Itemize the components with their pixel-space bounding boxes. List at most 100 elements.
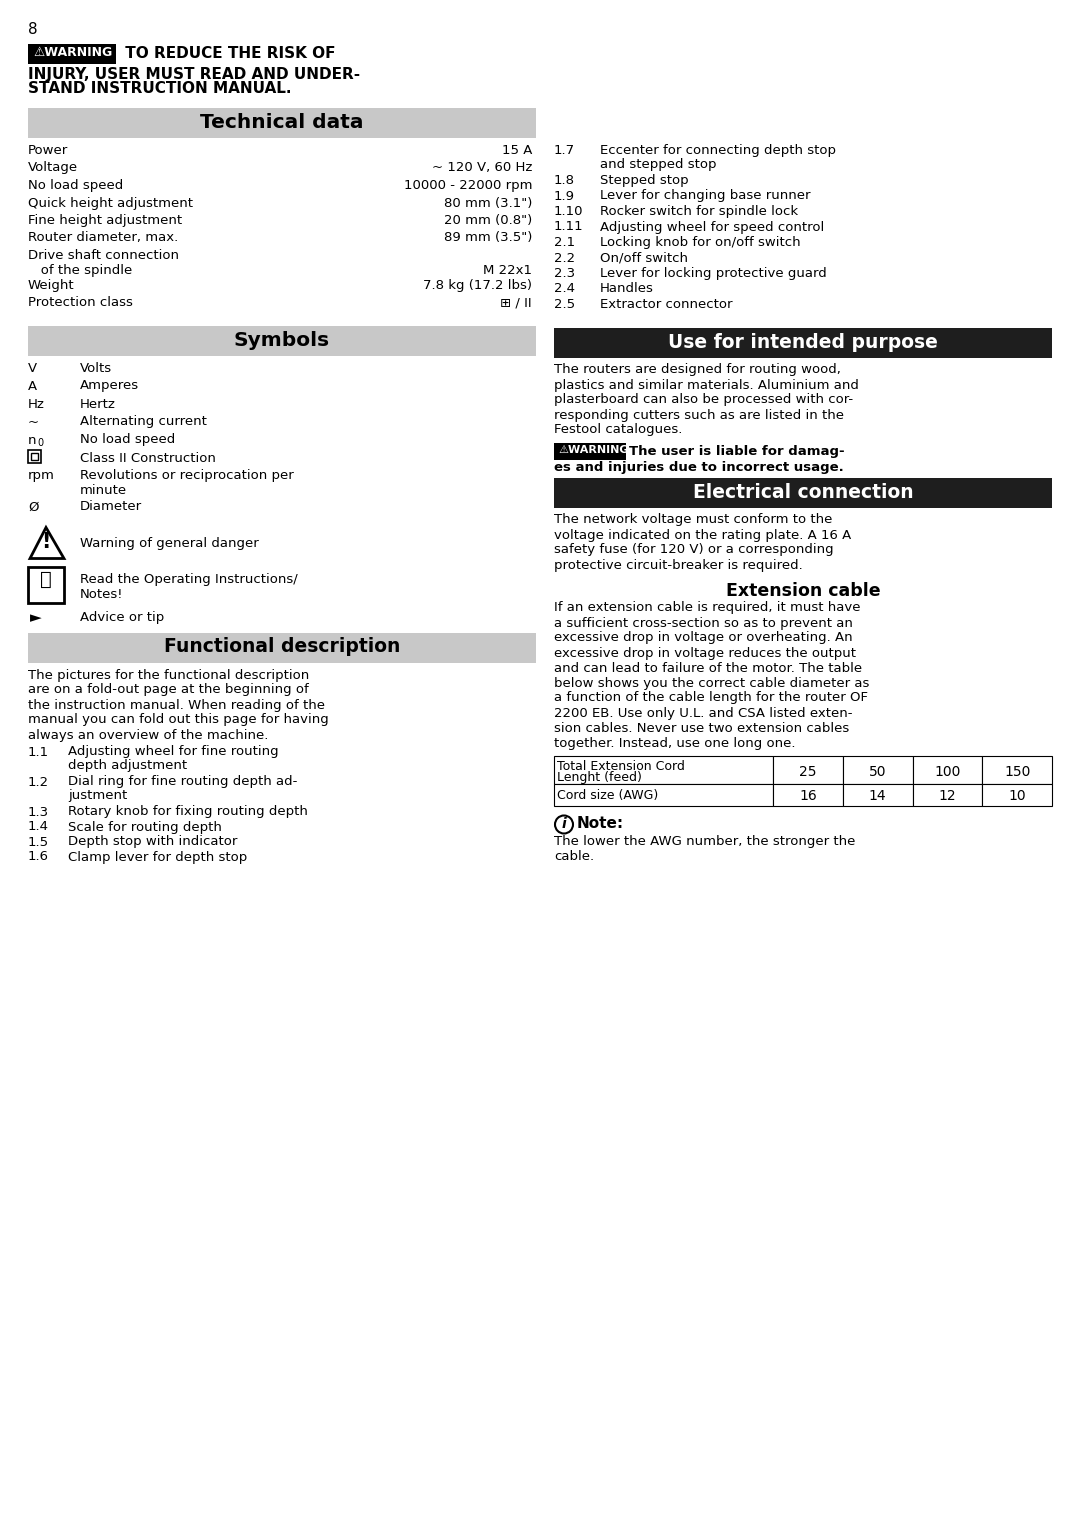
Text: 89 mm (3.5"): 89 mm (3.5") xyxy=(444,232,532,244)
Text: Drive shaft connection: Drive shaft connection xyxy=(28,249,179,261)
Text: excessive drop in voltage or overheating. An: excessive drop in voltage or overheating… xyxy=(554,631,852,645)
Text: Weight: Weight xyxy=(28,278,75,292)
Text: 1.4: 1.4 xyxy=(28,821,49,833)
FancyBboxPatch shape xyxy=(842,784,913,805)
Text: Voltage: Voltage xyxy=(28,162,78,174)
Text: Quick height adjustment: Quick height adjustment xyxy=(28,197,193,209)
Text: 2.1: 2.1 xyxy=(554,235,576,249)
Text: below shows you the correct cable diameter as: below shows you the correct cable diamet… xyxy=(554,677,869,689)
FancyBboxPatch shape xyxy=(913,784,983,805)
Text: always an overview of the machine.: always an overview of the machine. xyxy=(28,729,268,741)
Text: Protection class: Protection class xyxy=(28,296,133,309)
Text: ⊞ / II: ⊞ / II xyxy=(500,296,532,309)
FancyBboxPatch shape xyxy=(28,325,536,356)
Text: Adjusting wheel for speed control: Adjusting wheel for speed control xyxy=(600,220,824,234)
FancyBboxPatch shape xyxy=(913,755,983,784)
FancyBboxPatch shape xyxy=(28,449,41,463)
Text: Lever for locking protective guard: Lever for locking protective guard xyxy=(600,267,827,280)
Text: of the spindle: of the spindle xyxy=(28,264,132,277)
Text: V: V xyxy=(28,362,37,374)
Text: 0: 0 xyxy=(37,439,43,449)
Text: 1.1: 1.1 xyxy=(28,746,49,758)
Text: 12: 12 xyxy=(939,790,956,804)
Text: Lever for changing base runner: Lever for changing base runner xyxy=(600,189,810,203)
Text: 2.5: 2.5 xyxy=(554,298,576,312)
Text: es and injuries due to incorrect usage.: es and injuries due to incorrect usage. xyxy=(554,460,843,474)
Text: INJURY, USER MUST READ AND UNDER-: INJURY, USER MUST READ AND UNDER- xyxy=(28,67,360,83)
Text: ►: ► xyxy=(30,611,42,625)
Text: a sufficient cross-section so as to prevent an: a sufficient cross-section so as to prev… xyxy=(554,616,853,630)
Text: justment: justment xyxy=(68,790,127,802)
Text: Lenght (feed): Lenght (feed) xyxy=(557,772,642,784)
Text: Hz: Hz xyxy=(28,397,45,411)
Text: Diameter: Diameter xyxy=(80,501,143,513)
Text: Ø: Ø xyxy=(28,501,39,513)
Text: A: A xyxy=(28,379,37,393)
Text: are on a fold-out page at the beginning of: are on a fold-out page at the beginning … xyxy=(28,683,309,697)
Text: Symbols: Symbols xyxy=(234,330,330,350)
Text: 📖: 📖 xyxy=(40,570,52,588)
FancyBboxPatch shape xyxy=(983,784,1052,805)
Text: Volts: Volts xyxy=(80,362,112,374)
Text: Fine height adjustment: Fine height adjustment xyxy=(28,214,183,228)
Text: ~: ~ xyxy=(28,416,39,428)
Text: Adjusting wheel for fine routing: Adjusting wheel for fine routing xyxy=(68,746,279,758)
Text: The routers are designed for routing wood,: The routers are designed for routing woo… xyxy=(554,364,841,376)
FancyBboxPatch shape xyxy=(554,477,1052,507)
Text: rpm: rpm xyxy=(28,469,55,483)
FancyBboxPatch shape xyxy=(983,755,1052,784)
Text: The user is liable for damag-: The user is liable for damag- xyxy=(629,445,845,457)
Text: Cord size (AWG): Cord size (AWG) xyxy=(557,788,658,802)
Text: Amperes: Amperes xyxy=(80,379,139,393)
Text: 80 mm (3.1"): 80 mm (3.1") xyxy=(444,197,532,209)
Text: sion cables. Never use two extension cables: sion cables. Never use two extension cab… xyxy=(554,721,849,735)
Text: i: i xyxy=(562,816,566,831)
Text: plastics and similar materials. Aluminium and: plastics and similar materials. Aluminiu… xyxy=(554,379,859,391)
Text: No load speed: No load speed xyxy=(80,434,175,446)
Text: plasterboard can also be processed with cor-: plasterboard can also be processed with … xyxy=(554,394,853,406)
Text: 2.4: 2.4 xyxy=(554,283,575,295)
Text: The lower the AWG number, the stronger the: The lower the AWG number, the stronger t… xyxy=(554,836,855,848)
Text: 2.2: 2.2 xyxy=(554,252,576,264)
Text: Rotary knob for fixing routing depth: Rotary knob for fixing routing depth xyxy=(68,805,308,819)
Text: 1.8: 1.8 xyxy=(554,174,575,186)
Text: Stepped stop: Stepped stop xyxy=(600,174,689,186)
Text: If an extension cable is required, it must have: If an extension cable is required, it mu… xyxy=(554,602,861,614)
Text: 8: 8 xyxy=(28,21,38,37)
Text: Read the Operating Instructions/: Read the Operating Instructions/ xyxy=(80,573,298,585)
Text: 1.10: 1.10 xyxy=(554,205,583,219)
Text: 1.3: 1.3 xyxy=(28,805,49,819)
Text: Extension cable: Extension cable xyxy=(726,582,880,599)
Text: together. Instead, use one long one.: together. Instead, use one long one. xyxy=(554,736,796,750)
Text: On/off switch: On/off switch xyxy=(600,252,688,264)
Text: 10000 - 22000 rpm: 10000 - 22000 rpm xyxy=(404,179,532,193)
Text: The network voltage must conform to the: The network voltage must conform to the xyxy=(554,513,833,527)
FancyBboxPatch shape xyxy=(554,755,773,784)
Text: TO REDUCE THE RISK OF: TO REDUCE THE RISK OF xyxy=(120,46,336,61)
Text: No load speed: No load speed xyxy=(28,179,123,193)
FancyBboxPatch shape xyxy=(554,443,626,460)
Text: voltage indicated on the rating plate. A 16 A: voltage indicated on the rating plate. A… xyxy=(554,529,851,541)
Text: 10: 10 xyxy=(1009,790,1026,804)
Text: n: n xyxy=(28,434,37,446)
Text: Hertz: Hertz xyxy=(80,397,116,411)
FancyBboxPatch shape xyxy=(28,108,536,138)
FancyBboxPatch shape xyxy=(773,784,842,805)
Text: Eccenter for connecting depth stop: Eccenter for connecting depth stop xyxy=(600,144,836,157)
FancyBboxPatch shape xyxy=(28,44,116,64)
Text: 1.9: 1.9 xyxy=(554,189,575,203)
FancyBboxPatch shape xyxy=(773,755,842,784)
Text: M 22x1: M 22x1 xyxy=(483,264,532,277)
Text: Use for intended purpose: Use for intended purpose xyxy=(669,333,937,351)
Text: depth adjustment: depth adjustment xyxy=(68,759,187,773)
Text: ⚠WARNING: ⚠WARNING xyxy=(33,46,112,60)
Text: Functional description: Functional description xyxy=(164,637,401,657)
Text: Electrical connection: Electrical connection xyxy=(692,483,914,501)
Text: 1.2: 1.2 xyxy=(28,776,49,788)
Text: 15 A: 15 A xyxy=(501,144,532,157)
Text: minute: minute xyxy=(80,484,127,498)
Text: and stepped stop: and stepped stop xyxy=(600,157,716,171)
Text: Revolutions or reciprocation per: Revolutions or reciprocation per xyxy=(80,469,294,483)
Text: Extractor connector: Extractor connector xyxy=(600,298,732,312)
Text: 100: 100 xyxy=(934,764,960,778)
